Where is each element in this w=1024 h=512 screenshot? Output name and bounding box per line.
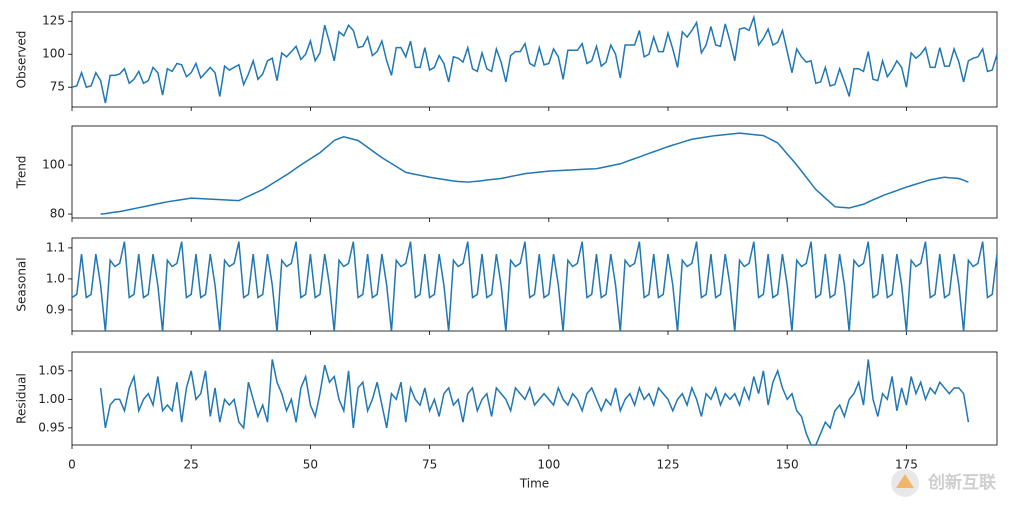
y-tick-label: 1.05 (38, 363, 65, 377)
x-tick-label: 25 (184, 458, 199, 472)
y-axis-label: Seasonal (15, 257, 29, 311)
y-axis-label: Residual (15, 373, 29, 424)
x-tick-label: 150 (776, 458, 799, 472)
x-axis-label: Time (519, 477, 549, 491)
axes-frame (71, 125, 998, 219)
x-tick-label: 100 (537, 458, 560, 472)
watermark: 创新互联 (927, 472, 996, 493)
y-axis-label: Trend (15, 156, 29, 190)
y-tick-label: 0.9 (46, 302, 65, 316)
y-tick-label: 0.95 (38, 420, 65, 434)
x-tick-label: 75 (422, 458, 437, 472)
y-tick-label: 1.00 (38, 392, 65, 406)
y-tick-label: 1.0 (46, 271, 65, 285)
y-tick-label: 75 (50, 80, 65, 94)
logo-mark (896, 474, 914, 488)
y-tick-label: 125 (42, 14, 65, 28)
series-line (71, 241, 998, 332)
series-line (71, 14, 998, 104)
x-tick-label: 125 (657, 458, 680, 472)
x-tick-label: 175 (895, 458, 918, 472)
y-tick-label: 100 (42, 47, 65, 61)
y-tick-label: 1.1 (46, 240, 65, 254)
series-line (99, 359, 970, 446)
y-tick-label: 80 (50, 207, 65, 221)
axes-frame (71, 237, 998, 332)
x-tick-label: 0 (68, 458, 76, 472)
y-tick-label: 100 (42, 158, 65, 172)
axes-frame (71, 351, 998, 446)
axes-frame (71, 11, 998, 108)
series-line (100, 132, 969, 215)
watermark-logo (891, 469, 919, 497)
y-axis-label: Observed (15, 31, 29, 89)
x-tick-label: 50 (303, 458, 318, 472)
